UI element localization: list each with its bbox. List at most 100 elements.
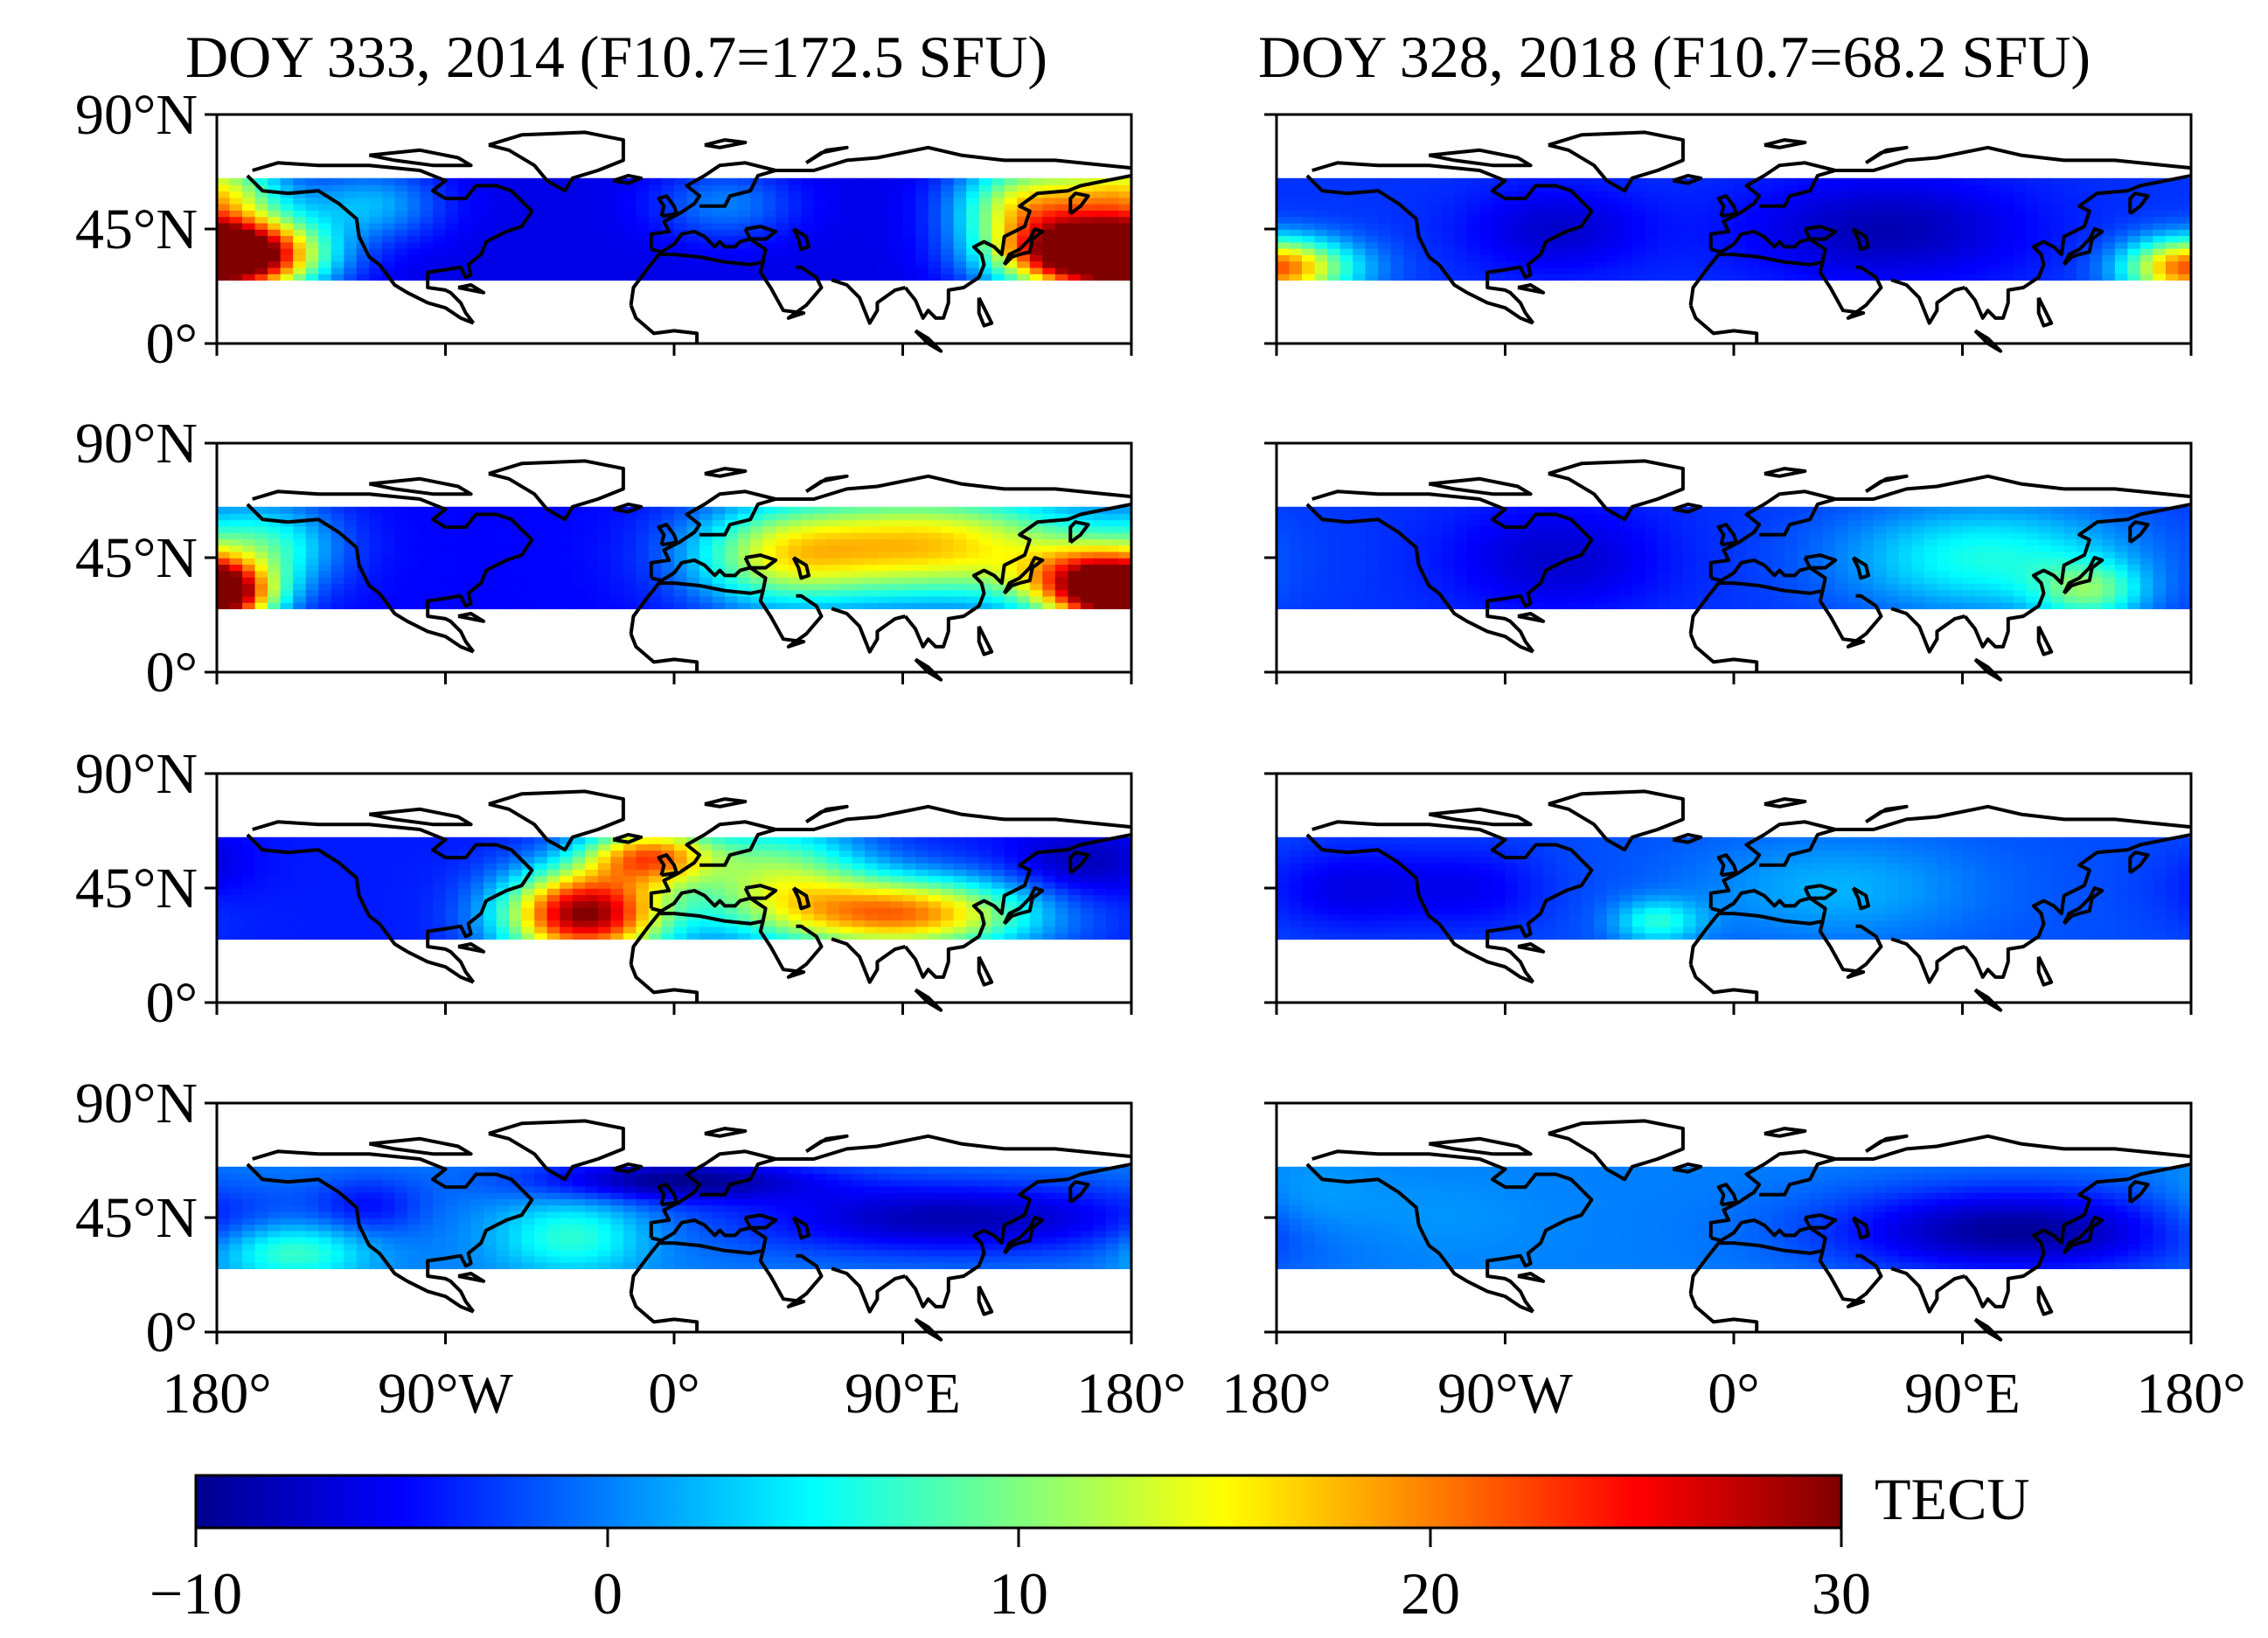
heatmap-cell [293,191,307,198]
heatmap-cell [470,894,484,902]
heatmap-cell [966,1198,980,1206]
heatmap-cell [546,177,561,185]
heatmap-cell [1822,273,1837,281]
heatmap-cell [915,900,929,908]
heatmap-cell [623,601,637,610]
heatmap-cell [344,1224,358,1232]
heatmap-cell [648,216,663,224]
heatmap-cell [420,1173,434,1181]
heatmap-cell [1105,513,1120,521]
heatmap-cell [534,235,548,243]
heatmap-cell [280,595,294,603]
heatmap-cell [1924,260,1938,268]
heatmap-cell [1093,197,1107,205]
heatmap-cell [318,1243,332,1251]
heatmap-cell [560,875,574,883]
heatmap-cell [572,197,587,205]
heatmap-cell [293,1243,307,1251]
heatmap-cell [991,888,1005,896]
heatmap-cell [686,843,700,851]
heatmap-cell [229,862,243,870]
heatmap-cell [381,564,396,572]
heatmap-cell [928,1179,942,1187]
heatmap-cell [1975,260,1989,268]
heatmap-cell [776,1185,790,1193]
heatmap-cell [293,558,307,566]
heatmap-cell [902,1185,916,1193]
heatmap-cell [813,850,828,857]
heatmap-cell [268,926,282,934]
heatmap-cell [521,1236,535,1244]
heatmap-cell [762,856,777,864]
heatmap-cell [776,1218,790,1225]
heatmap-cell [280,881,294,889]
heatmap-cell [915,920,929,927]
heatmap-cell [1105,247,1120,255]
heatmap-cell [546,1211,561,1218]
heatmap-cell [394,506,408,514]
heatmap-cell [928,1224,942,1232]
heatmap-cell [750,843,764,851]
heatmap-cell [889,932,904,940]
heatmap-cell [1042,519,1056,527]
heatmap-cell [1042,525,1056,533]
heatmap-cell [369,583,383,591]
heatmap-cell [293,241,307,249]
heatmap-cell [623,1185,637,1193]
heatmap-cell [966,273,980,281]
heatmap-cell [699,1211,713,1218]
heatmap-cell [407,875,421,883]
heatmap-cell [229,1236,243,1244]
heatmap-cell [344,229,358,237]
heatmap-cell [1042,1173,1056,1181]
heatmap-cell [369,900,383,908]
heatmap-cell [1068,894,1082,902]
heatmap-cell [788,589,803,597]
heatmap-cell [318,1261,332,1270]
heatmap-cell [420,254,434,262]
heatmap-cell [318,576,332,584]
heatmap-cell [686,564,700,572]
heatmap-cell [268,576,282,584]
heatmap-cell [572,601,587,610]
coastline [488,459,625,522]
heatmap-cell [750,862,764,870]
heatmap-cell [330,545,345,552]
heatmap-cell [470,203,484,211]
heatmap-cell [1105,570,1120,578]
heatmap-cell [699,836,713,844]
heatmap-cell [623,531,637,539]
heatmap-cell [648,184,663,192]
heatmap-cell [369,1204,383,1212]
heatmap-cell [470,1236,484,1244]
heatmap-cell [864,1249,879,1257]
heatmap-cell [1080,254,1095,262]
heatmap-cell [686,900,700,908]
heatmap-cell [978,1255,992,1263]
heatmap-cell [534,210,548,218]
heatmap-cell [521,525,535,533]
heatmap-cell [953,1255,967,1263]
heatmap-cell [953,1243,967,1251]
heatmap-cell [1042,203,1056,211]
heatmap-cell [305,267,320,274]
heatmap-cell [661,260,675,268]
heatmap-cell [407,1179,421,1187]
heatmap-cell [1004,1191,1019,1199]
heatmap-cell [877,531,891,539]
heatmap-cell [217,888,231,896]
heatmap-cell [813,203,828,211]
heatmap-cell [445,551,459,559]
heatmap-cell [1042,1185,1056,1193]
heatmap-cell [941,589,955,597]
heatmap-cell [496,1230,510,1238]
heatmap-cell [636,894,650,902]
heatmap-cell [318,506,332,514]
heatmap-cell [1105,1224,1120,1232]
heatmap-cell [1004,538,1019,546]
heatmap-cell [801,1204,815,1212]
heatmap-cell [725,558,739,566]
heatmap-cell [546,260,561,268]
heatmap-cell [776,932,790,940]
heatmap-cell [1080,525,1095,533]
